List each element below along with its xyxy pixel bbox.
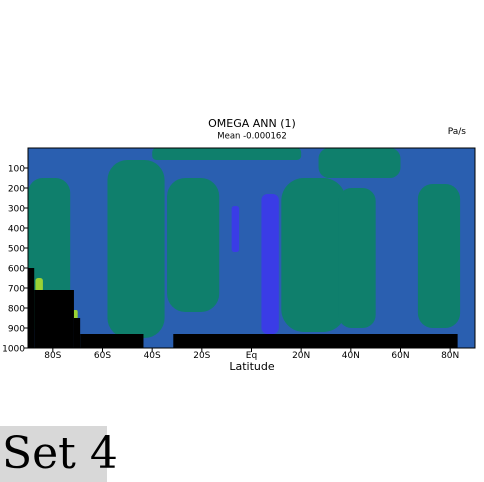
y-tick-label: 800 [8,305,25,315]
y-tick-label: 200 [8,185,25,195]
y-tick-label: 700 [8,285,25,295]
y-tick-label: 500 [8,245,25,255]
x-tick-label: 60S [94,351,111,361]
x-tick-label: 40S [144,351,161,361]
x-tick-label: 80S [44,351,61,361]
x-tick-label: 20N [292,351,310,361]
x-axis-label: Latitude [229,360,275,373]
y-tick-label: 600 [8,265,25,275]
y-tick-label: 900 [8,325,25,335]
missing-block-1 [34,290,74,348]
y-tick-label: 1000 [2,345,25,355]
region-negative-8 [261,194,279,334]
region-negative-9 [231,206,240,252]
region-positive-1 [107,160,165,338]
plot-area [27,147,476,349]
region-positive-5 [318,148,401,178]
region-positive-2 [152,148,302,160]
region-positive-3 [167,178,220,312]
x-tick-label: 60N [391,351,409,361]
missing-block-0 [28,268,35,348]
y-axis: 100 200 300 400 500 600 700 800 900 1000 [2,165,28,355]
x-tick-label: 80N [441,351,459,361]
units-label: Pa/s [448,127,467,137]
contour-regions [28,148,461,338]
set-badge: Set 4 [0,426,118,482]
region-strong_positive-10 [35,278,43,292]
region-positive-4 [281,178,346,332]
chart-subtitle: Mean -0.000162 [217,132,287,142]
x-tick-label: Eq [246,351,257,361]
x-axis: 80S 60S 40S 20S Eq 20N 40N 60N 80N [44,348,459,361]
missing-data-mask [28,268,458,348]
region-positive-6 [338,188,376,328]
missing-block-4 [173,334,458,348]
region-positive-7 [417,184,461,328]
x-tick-label: 20S [193,351,210,361]
missing-block-2 [73,318,81,348]
missing-block-3 [80,334,144,348]
chart-title: OMEGA ANN (1) [208,117,296,130]
x-tick-label: 40N [342,351,360,361]
y-tick-label: 300 [8,205,25,215]
y-tick-label: 100 [8,165,25,175]
field-background [28,148,475,348]
y-tick-label: 400 [8,225,25,235]
